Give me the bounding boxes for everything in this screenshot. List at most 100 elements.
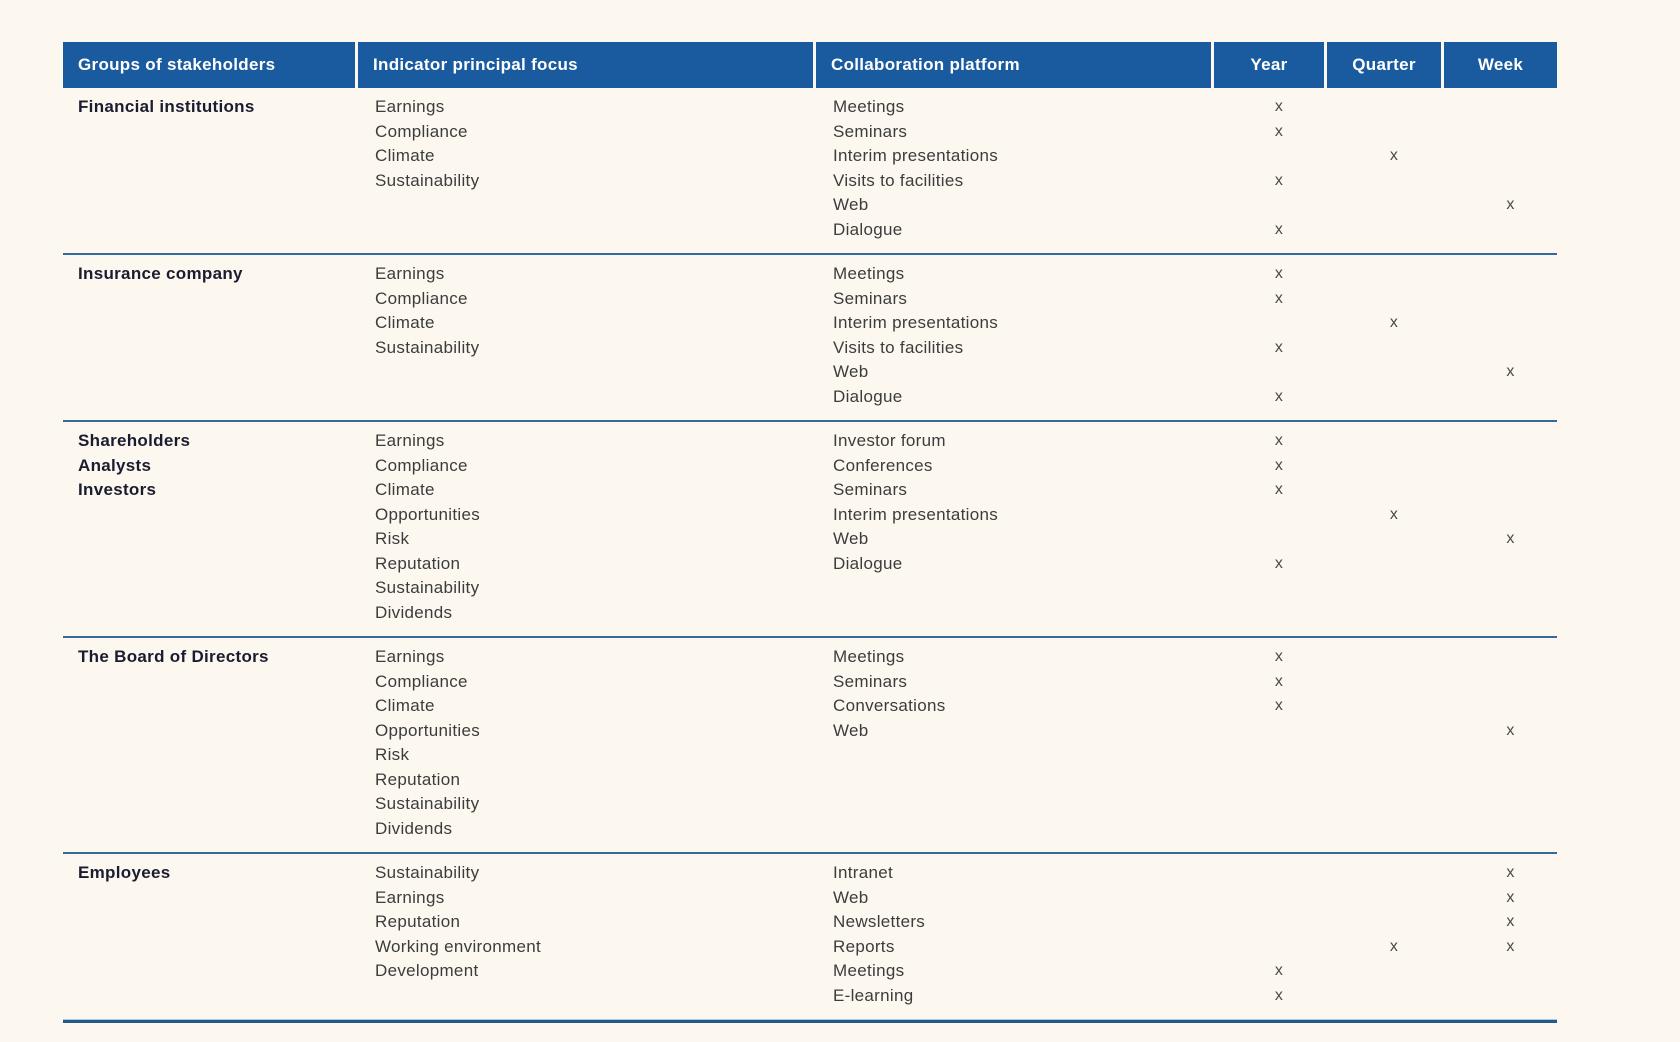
year-mark: x bbox=[1274, 289, 1284, 307]
indicator-cell: Earnings Compliance Climate Opportunities Ri… bbox=[358, 429, 813, 625]
week-mark bbox=[1444, 670, 1557, 695]
platform-cell: Meetings Seminars Interim presentations Vis… bbox=[816, 262, 1211, 409]
quarter-mark bbox=[1327, 910, 1441, 935]
week-mark bbox=[1444, 552, 1557, 577]
column-header-groups-of-stakeholders: Groups of stakeholders bbox=[63, 42, 355, 88]
quarter-mark bbox=[1327, 694, 1441, 719]
quarter-mark bbox=[1327, 959, 1441, 984]
week-mark: x bbox=[1506, 530, 1515, 547]
quarter-mark bbox=[1327, 861, 1441, 886]
quarter-mark bbox=[1327, 984, 1441, 1009]
quarter-mark bbox=[1327, 645, 1441, 670]
stakeholder-cell: Financial institutions bbox=[63, 95, 355, 242]
quarter-mark: x bbox=[1389, 147, 1399, 164]
column-header-week: Week bbox=[1444, 42, 1557, 88]
week-mark-cell: x bbox=[1444, 429, 1557, 625]
platform-item: Interim presentations bbox=[833, 313, 999, 332]
indicator-cell: Earnings Compliance Climate Sustainability bbox=[358, 262, 813, 409]
year-mark: x bbox=[1274, 338, 1284, 356]
year-mark: x bbox=[1274, 672, 1284, 690]
column-header-quarter: Quarter bbox=[1327, 42, 1441, 88]
platform-item: Intranet bbox=[833, 863, 894, 882]
indicator-item: Climate bbox=[375, 480, 435, 499]
stakeholder-name: Employees bbox=[78, 863, 171, 882]
stakeholder-communication-table: Groups of stakeholders Indicator princip… bbox=[63, 42, 1557, 1023]
platform-cell: Intranet Web Newsletters Reports Meetings E-l… bbox=[816, 861, 1211, 1008]
indicator-item: Compliance bbox=[375, 121, 468, 141]
platform-item: Seminars bbox=[833, 671, 908, 691]
quarter-mark bbox=[1327, 95, 1441, 120]
indicator-item: Dividends bbox=[375, 602, 453, 622]
column-header-collaboration-platform: Collaboration platform bbox=[816, 42, 1211, 88]
indicator-item: Working environment bbox=[375, 936, 542, 956]
quarter-mark: x bbox=[1389, 505, 1399, 523]
week-mark bbox=[1444, 169, 1557, 194]
platform-item: Conversations bbox=[833, 696, 946, 715]
week-mark: x bbox=[1506, 937, 1515, 955]
platform-item: Web bbox=[833, 887, 869, 907]
stakeholder-group-row: Financial institutions Earnings Compliance… bbox=[63, 88, 1557, 255]
stakeholder-group-row: The Board of Directors Earnings Compliance… bbox=[63, 638, 1557, 854]
quarter-mark bbox=[1327, 670, 1441, 695]
year-mark bbox=[1214, 886, 1324, 911]
week-mark bbox=[1444, 287, 1557, 312]
week-mark bbox=[1444, 385, 1557, 410]
quarter-mark bbox=[1327, 385, 1441, 410]
year-mark: x bbox=[1274, 648, 1284, 665]
quarter-mark bbox=[1327, 193, 1441, 218]
week-mark bbox=[1444, 454, 1557, 479]
year-mark: x bbox=[1274, 554, 1284, 572]
quarter-mark bbox=[1327, 454, 1441, 479]
platform-item: Reports bbox=[833, 936, 895, 956]
indicator-cell: Earnings Compliance Climate Opportunities Ri… bbox=[358, 645, 813, 841]
indicator-item: Risk bbox=[375, 745, 410, 764]
week-mark bbox=[1444, 503, 1557, 528]
week-mark bbox=[1444, 478, 1557, 503]
indicator-item: Sustainability bbox=[375, 578, 480, 597]
indicator-item: Sustainability bbox=[375, 337, 480, 357]
week-mark bbox=[1444, 218, 1557, 243]
indicator-item: Climate bbox=[375, 146, 435, 165]
quarter-mark bbox=[1327, 719, 1441, 744]
year-mark: x bbox=[1274, 387, 1284, 405]
week-mark: x bbox=[1506, 363, 1515, 380]
platform-item: Meetings bbox=[833, 264, 905, 283]
year-mark: x bbox=[1274, 98, 1284, 115]
week-mark-cell: x bbox=[1444, 262, 1557, 409]
year-mark bbox=[1214, 503, 1324, 528]
year-mark: x bbox=[1274, 432, 1284, 449]
stakeholder-cell: Shareholders Analysts Investors bbox=[63, 429, 355, 625]
week-mark: x bbox=[1506, 913, 1515, 930]
quarter-mark bbox=[1327, 287, 1441, 312]
platform-item: Dialogue bbox=[833, 219, 903, 239]
quarter-mark bbox=[1327, 262, 1441, 287]
week-mark: x bbox=[1506, 196, 1515, 213]
year-mark bbox=[1214, 360, 1324, 385]
column-header-indicator-principal-focus: Indicator principal focus bbox=[358, 42, 813, 88]
platform-item: Web bbox=[833, 529, 869, 548]
stakeholder-name: The Board of Directors bbox=[78, 647, 269, 666]
platform-item: Interim presentations bbox=[833, 146, 999, 165]
platform-item: Visits to facilities bbox=[833, 337, 964, 357]
quarter-mark bbox=[1327, 218, 1441, 243]
year-mark bbox=[1214, 527, 1324, 552]
indicator-item: Compliance bbox=[375, 671, 468, 691]
indicator-item: Earnings bbox=[375, 647, 445, 666]
stakeholder-name: Investors bbox=[78, 480, 157, 499]
week-mark bbox=[1444, 311, 1557, 336]
quarter-mark bbox=[1327, 429, 1441, 454]
year-mark bbox=[1214, 144, 1324, 169]
year-mark: x bbox=[1274, 171, 1284, 189]
platform-item: Interim presentations bbox=[833, 504, 999, 524]
week-mark bbox=[1444, 95, 1557, 120]
year-mark bbox=[1214, 910, 1324, 935]
indicator-item: Climate bbox=[375, 696, 435, 715]
indicator-cell: Earnings Compliance Climate Sustainability bbox=[358, 95, 813, 242]
year-mark: x bbox=[1274, 986, 1284, 1004]
quarter-mark bbox=[1327, 120, 1441, 145]
week-mark bbox=[1444, 984, 1557, 1009]
indicator-item: Sustainability bbox=[375, 863, 480, 882]
